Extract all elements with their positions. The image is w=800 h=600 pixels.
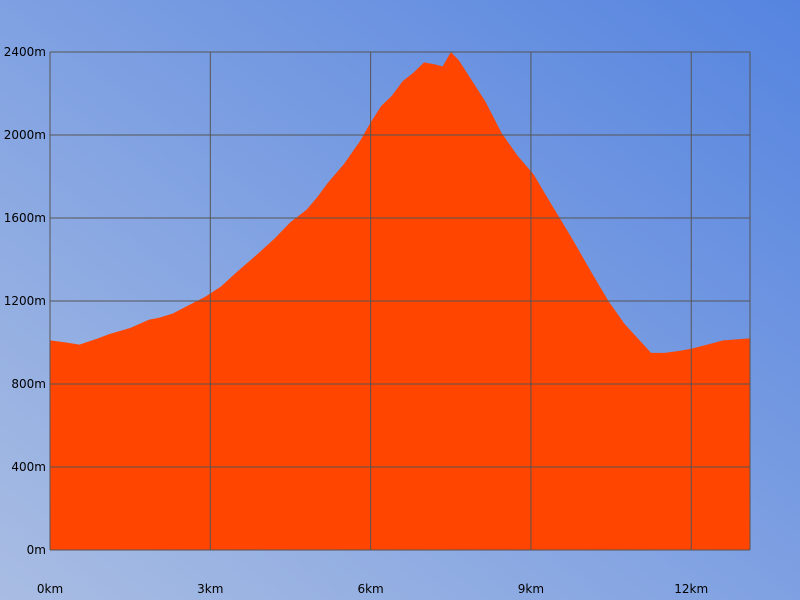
y-tick-label: 2400m [4, 45, 46, 59]
x-axis-tick-labels: 0km 3km 6km 9km 12km [37, 582, 708, 596]
gridlines [49, 51, 751, 551]
y-tick-label: 0m [27, 543, 46, 557]
x-tick-label: 9km [518, 582, 544, 596]
x-tick-label: 6km [357, 582, 383, 596]
x-tick-label: 3km [197, 582, 223, 596]
x-tick-label: 0km [37, 582, 63, 596]
x-tick-label: 12km [674, 582, 708, 596]
y-tick-label: 400m [11, 460, 46, 474]
y-tick-label: 2000m [4, 128, 46, 142]
y-axis-tick-labels: 0m 400m 800m 1200m 1600m 2000m 2400m [4, 45, 46, 557]
y-tick-label: 1600m [4, 211, 46, 225]
y-tick-label: 800m [11, 377, 46, 391]
y-tick-label: 1200m [4, 294, 46, 308]
